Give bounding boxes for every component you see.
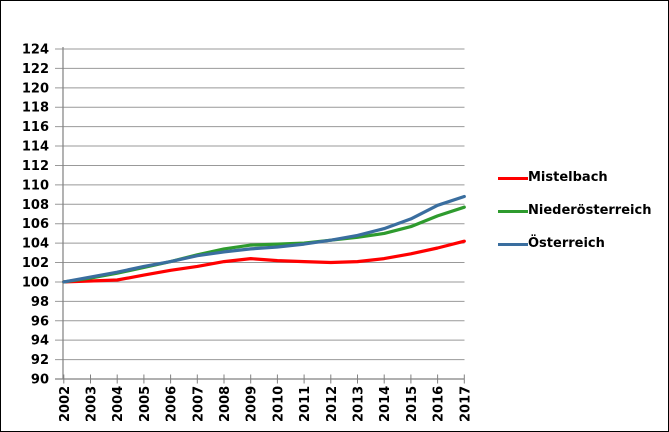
series-line-österreich: [62, 194, 466, 284]
legend-label: Österreich: [528, 236, 605, 251]
x-tick-label: 2003: [85, 386, 100, 422]
x-tick-label: 2002: [58, 386, 73, 422]
x-tick-label: 2011: [298, 386, 313, 422]
legend-item: Mistelbach: [498, 171, 651, 185]
legend-line-swatch: [498, 209, 528, 213]
x-tick-label: 2004: [111, 386, 126, 422]
y-tick-label: 94: [31, 334, 49, 349]
legend-line-swatch: [498, 176, 528, 180]
x-tick-label: 2010: [271, 386, 286, 422]
x-tick-label: 2008: [218, 386, 233, 422]
y-tick-label: 98: [31, 295, 49, 310]
y-tick-label: 112: [22, 159, 49, 174]
y-tick-label: 90: [31, 373, 49, 388]
y-tick-label: 114: [22, 140, 49, 155]
y-tick-label: 110: [22, 178, 49, 193]
legend-label: Niederösterreich: [528, 203, 652, 218]
x-tick-label: 2005: [138, 386, 153, 422]
x-tick-label: 2009: [245, 386, 260, 422]
x-tick-label: 2012: [325, 386, 340, 422]
series-line-mistelbach: [62, 239, 466, 284]
chart-legend: Mistelbach Niederösterreich Österreich: [498, 171, 651, 270]
y-tick-label: 118: [22, 101, 49, 116]
y-tick-label: 120: [22, 81, 49, 96]
y-tick-label: 122: [22, 62, 49, 77]
x-tick-label: 2014: [378, 386, 393, 422]
y-tick-label: 106: [22, 217, 49, 232]
y-tick-label: 124: [22, 43, 49, 58]
x-tick-label: 2013: [352, 386, 367, 422]
y-tick-label: 96: [31, 314, 49, 329]
y-tick-label: 108: [22, 198, 49, 213]
x-tick-label: 2017: [458, 386, 473, 422]
y-tick-label: 100: [22, 275, 49, 290]
x-tick-label: 2006: [165, 386, 180, 422]
x-tick-label: 2015: [405, 386, 420, 422]
y-tick-label: 104: [22, 237, 49, 252]
legend-label: Mistelbach: [528, 170, 608, 185]
y-tick-label: 92: [31, 353, 49, 368]
y-tick-label: 116: [22, 120, 49, 135]
legend-item: Österreich: [498, 237, 651, 251]
y-tick-label: 102: [22, 256, 49, 271]
x-tick-label: 2007: [191, 386, 206, 422]
x-tick-label: 2016: [432, 386, 447, 422]
legend-line-swatch: [498, 242, 528, 246]
legend-item: Niederösterreich: [498, 204, 651, 218]
